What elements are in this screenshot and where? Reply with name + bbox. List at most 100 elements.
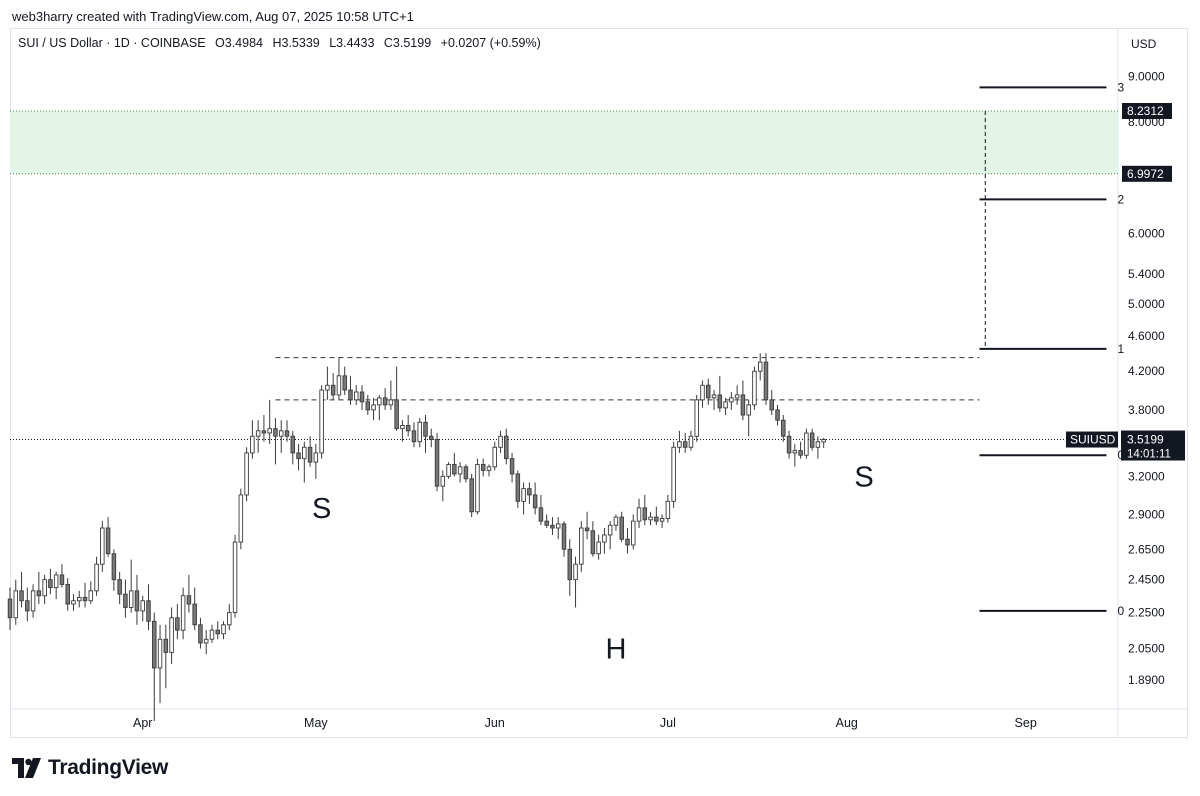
price-tick: 2.2500 xyxy=(1128,606,1165,620)
candle-body xyxy=(209,629,215,640)
candle-body xyxy=(694,399,699,437)
candle-body xyxy=(255,430,261,437)
candle-body xyxy=(400,425,405,430)
candle-body xyxy=(809,432,815,448)
ohlc-low: L3.4433 xyxy=(329,36,375,50)
candle-body xyxy=(325,384,330,391)
candle-body xyxy=(561,523,567,550)
price-tick: 6.0000 xyxy=(1128,226,1165,240)
candle-body xyxy=(515,473,521,502)
candle-body xyxy=(71,600,76,605)
pattern-label: S xyxy=(312,493,331,525)
pattern-label: S xyxy=(854,461,873,493)
candle-body xyxy=(671,446,676,502)
candle-body xyxy=(648,516,653,521)
currency-label: USD xyxy=(1131,37,1157,51)
candle-body xyxy=(59,574,65,585)
candle-body xyxy=(457,466,463,475)
candle-body xyxy=(94,563,99,592)
candle-body xyxy=(429,435,434,440)
candle-body xyxy=(688,435,694,448)
candle-body xyxy=(250,435,255,454)
candle-body xyxy=(111,553,117,581)
candle-body xyxy=(573,563,578,581)
candle-body xyxy=(746,404,751,416)
candle-body xyxy=(821,439,826,443)
candle-body xyxy=(36,590,42,597)
candle-body xyxy=(717,394,723,409)
price-tick: 4.6000 xyxy=(1128,329,1165,343)
candle-body xyxy=(590,530,596,555)
candle-body xyxy=(371,404,376,411)
candle-body xyxy=(244,452,249,496)
candle-body xyxy=(625,538,630,546)
candle-body xyxy=(642,507,648,521)
price-tick: 9.0000 xyxy=(1128,69,1165,83)
symbol-title[interactable]: SUI / US Dollar · 1D · COINBASE xyxy=(18,36,206,50)
candle-body xyxy=(134,590,140,612)
candle-body xyxy=(7,598,13,619)
candle-body xyxy=(665,500,671,519)
candle-body xyxy=(278,430,284,437)
candle-body xyxy=(469,478,474,513)
candle-body xyxy=(319,389,324,454)
time-tick: Aug xyxy=(836,716,858,730)
candle-body xyxy=(105,527,111,555)
candle-body xyxy=(532,494,538,509)
candle-body xyxy=(77,596,82,602)
candle-body xyxy=(140,600,145,612)
candle-body xyxy=(498,435,503,448)
candle-body xyxy=(423,421,428,437)
candle-body xyxy=(677,441,682,448)
candle-body xyxy=(607,524,613,536)
ohlc-close: C3.5199 xyxy=(383,36,432,50)
price-tick: 2.4500 xyxy=(1128,573,1165,587)
candle-body xyxy=(411,430,417,443)
candle-body xyxy=(307,446,313,463)
price-tick: 3.2000 xyxy=(1128,469,1165,483)
candle-body xyxy=(48,579,53,589)
candle-body xyxy=(682,441,688,448)
candle-body xyxy=(342,375,347,391)
price-tag-label: 6.9972 xyxy=(1127,167,1164,181)
candle-body xyxy=(25,600,30,612)
candle-body xyxy=(405,425,411,432)
candle-body xyxy=(486,466,492,471)
candle-body xyxy=(723,401,728,409)
candle-body xyxy=(221,624,226,635)
candle-body xyxy=(227,612,232,626)
credit-line: web3harry created with TradingView.com, … xyxy=(12,9,414,24)
candle-body xyxy=(463,466,469,480)
candle-body xyxy=(330,384,336,396)
candle-body xyxy=(763,361,769,401)
price-tick: 4.2000 xyxy=(1128,364,1165,378)
candle-body xyxy=(492,446,497,468)
price-tick: 2.0500 xyxy=(1128,642,1165,656)
tradingview-logo: TradingView xyxy=(12,756,168,780)
candle-body xyxy=(504,435,509,460)
candle-body xyxy=(186,595,192,605)
price-tag-bg xyxy=(1122,103,1172,119)
candle-body xyxy=(296,452,301,460)
tradingview-logo-icon xyxy=(12,758,41,778)
candle-body xyxy=(163,638,169,653)
candle-body xyxy=(238,494,244,543)
candle-body xyxy=(446,464,451,477)
candle-body xyxy=(815,441,821,448)
candle-body xyxy=(509,458,515,475)
time-tick: Jul xyxy=(660,716,676,730)
candle-body xyxy=(775,409,780,421)
current-price-label: 3.5199 xyxy=(1127,433,1164,447)
candle-body xyxy=(290,435,296,454)
candle-body xyxy=(273,428,278,437)
candle-body xyxy=(302,446,307,460)
candle-body xyxy=(215,629,220,635)
candle-body xyxy=(180,595,186,631)
candle-body xyxy=(792,450,798,454)
fib-level-label: 2 xyxy=(1117,192,1124,206)
ohlc-high: H3.5339 xyxy=(272,36,320,50)
candle-body xyxy=(42,579,47,597)
candle-body xyxy=(544,520,549,526)
candle-body xyxy=(538,507,544,522)
